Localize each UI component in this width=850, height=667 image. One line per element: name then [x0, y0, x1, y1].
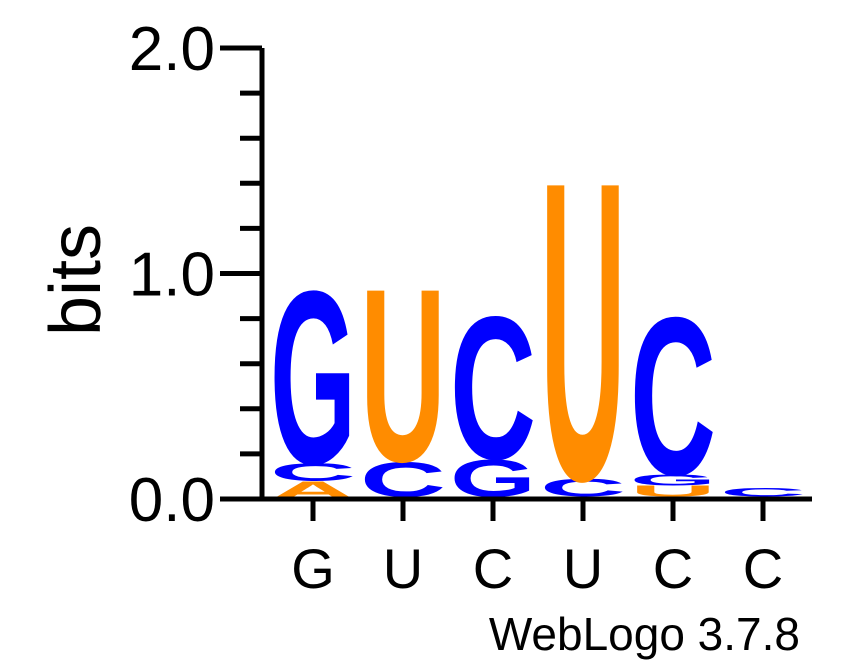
logo-letter-C: C	[270, 459, 356, 487]
logo-position-stack: ACU	[540, 95, 626, 570]
logo-letter-G: G	[270, 240, 356, 516]
position-consensus-label: C	[473, 537, 513, 600]
logo-letter-C: C	[630, 272, 716, 523]
y-axis: 0.0 1.0 2.0	[129, 15, 265, 535]
position-consensus-label: U	[383, 537, 423, 600]
logo-letter-U: U	[540, 95, 626, 570]
y-tick-label: 1.0	[129, 241, 215, 310]
logo-stacks: ACGGCUUGCACUAUGCUC	[270, 95, 806, 570]
y-tick-label: 0.0	[129, 466, 215, 535]
position-consensus-label: C	[743, 537, 783, 600]
logo-letter-C: C	[450, 275, 536, 502]
y-tick-label: 2.0	[129, 15, 215, 84]
position-consensus-label: G	[291, 537, 335, 600]
logo-letter-U: U	[630, 483, 716, 500]
logo-letter-G: G	[630, 472, 716, 489]
logo-position-stack: ACG	[270, 240, 356, 516]
y-axis-label: bits	[36, 224, 116, 336]
position-consensus-label: U	[563, 537, 603, 600]
weblogo-version-label: WebLogo 3.7.8	[489, 608, 800, 660]
logo-letter-C: C	[720, 486, 806, 500]
logo-position-stack: UGC	[450, 275, 536, 508]
position-consensus-label: C	[653, 537, 693, 600]
logo-position-stack: AUGC	[630, 272, 716, 523]
logo-position-stack: GCU	[360, 238, 446, 514]
logo-letter-U: U	[360, 238, 446, 514]
